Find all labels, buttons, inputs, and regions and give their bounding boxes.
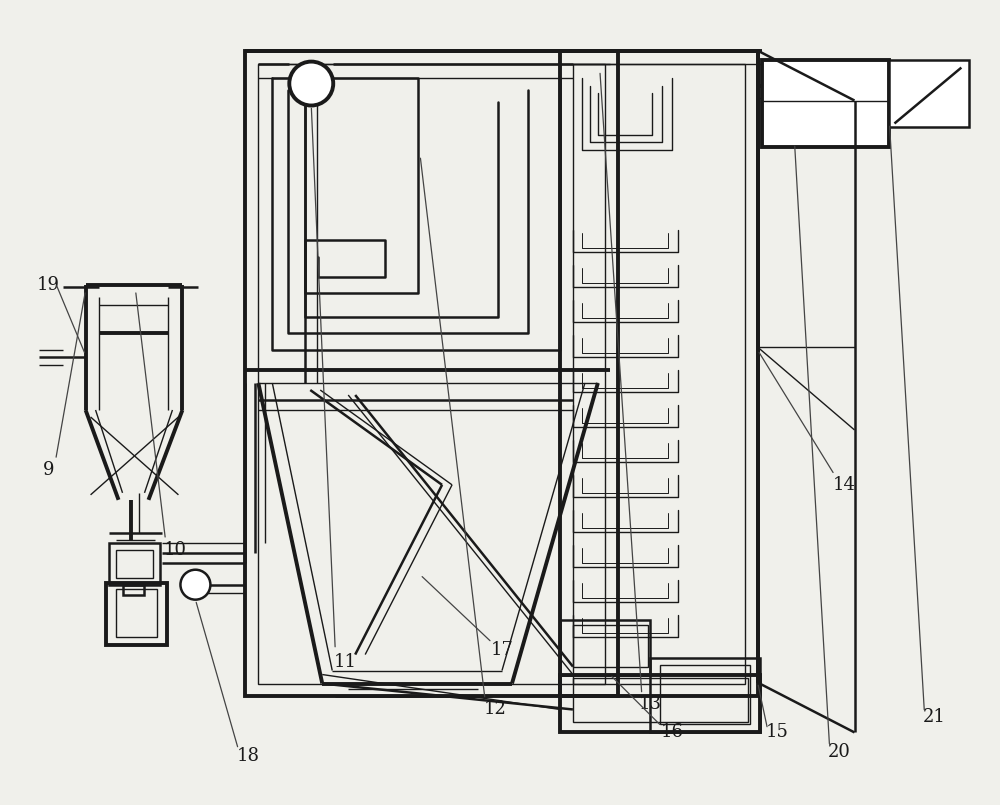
Text: 16: 16 — [660, 724, 683, 741]
Bar — [660, 665, 750, 724]
Bar — [116, 550, 153, 578]
Text: 17: 17 — [491, 641, 513, 658]
Text: 14: 14 — [833, 476, 856, 493]
Bar — [123, 584, 144, 595]
Bar — [116, 588, 157, 637]
Text: 15: 15 — [766, 724, 789, 741]
Bar — [762, 60, 889, 147]
Text: 18: 18 — [237, 747, 260, 766]
Bar — [560, 675, 760, 733]
Text: 10: 10 — [164, 541, 187, 559]
Bar — [573, 64, 745, 683]
Text: 12: 12 — [484, 700, 506, 719]
Text: 19: 19 — [37, 276, 60, 294]
Bar — [109, 543, 160, 584]
Bar — [106, 583, 167, 645]
Bar — [560, 620, 650, 675]
Text: 13: 13 — [638, 696, 661, 713]
Bar — [258, 64, 605, 683]
Bar — [650, 658, 760, 733]
Circle shape — [180, 570, 210, 600]
Bar — [573, 625, 648, 667]
Text: 9: 9 — [43, 461, 54, 479]
Bar — [573, 678, 748, 722]
Circle shape — [289, 62, 333, 105]
Text: 20: 20 — [828, 743, 851, 762]
Bar — [560, 51, 758, 696]
Bar — [889, 60, 969, 127]
Text: 11: 11 — [334, 653, 357, 671]
Text: 21: 21 — [923, 708, 946, 726]
Bar — [245, 51, 618, 696]
